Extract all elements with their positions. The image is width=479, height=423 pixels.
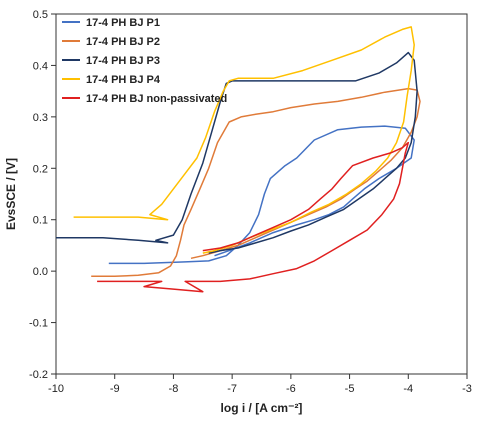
x-tick-label: -7 [227, 383, 237, 395]
x-tick-label: -5 [345, 383, 355, 395]
legend-label: 17-4 PH BJ non-passivated [86, 93, 227, 105]
x-tick-label: -9 [110, 383, 120, 395]
x-tick-label: -8 [169, 383, 179, 395]
y-axis-ticks: -0.2 -0.1 0.0 0.1 0.2 0.3 0.4 0.5 [29, 9, 56, 381]
legend-label: 17-4 PH BJ P4 [86, 74, 161, 86]
y-tick-label: 0.3 [33, 112, 48, 124]
y-tick-label: 0.1 [33, 215, 48, 227]
legend: 17-4 PH BJ P1 17-4 PH BJ P2 17-4 PH BJ P3 1… [62, 17, 227, 105]
y-tick-label: 0.4 [33, 60, 48, 72]
x-tick-label: -6 [286, 383, 296, 395]
plot-area [55, 13, 468, 375]
plot-frame [55, 13, 468, 375]
y-tick-label: 0.0 [33, 266, 48, 278]
y-tick-label: -0.1 [29, 318, 48, 330]
x-axis-ticks: -10 -9 -8 -7 -6 -5 -4 -3 [48, 374, 472, 395]
y-tick-label: -0.2 [29, 369, 48, 381]
x-tick-label: -10 [48, 383, 64, 395]
y-axis-title: EvsSCE / [V] [4, 158, 18, 230]
series-line [73, 26, 415, 254]
y-tick-label: 0.5 [33, 9, 48, 21]
series-line [56, 51, 418, 254]
legend-label: 17-4 PH BJ P1 [86, 17, 160, 29]
x-tick-label: -3 [462, 383, 472, 395]
legend-label: 17-4 PH BJ P2 [86, 36, 160, 48]
x-axis-title: log i / [A cm⁻²] [221, 401, 303, 415]
series-line [97, 141, 410, 293]
x-tick-label: -4 [403, 383, 413, 395]
y-tick-label: 0.2 [33, 163, 48, 175]
legend-label: 17-4 PH BJ P3 [86, 55, 160, 67]
